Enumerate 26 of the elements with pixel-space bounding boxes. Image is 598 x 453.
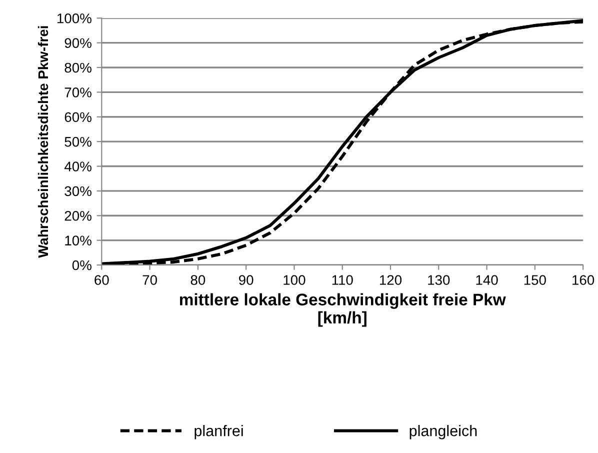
- y-tick-label: 30%: [64, 186, 92, 196]
- x-tick-label: 120: [380, 275, 402, 285]
- x-tick-label: 80: [190, 275, 206, 285]
- x-tick-label: 130: [428, 275, 450, 285]
- legend-label: planfrei: [194, 425, 243, 440]
- x-axis-title: mittlere lokale Geschwindigkeit freie Pkw [km/h]: [180, 293, 506, 327]
- x-tick-label: 110: [332, 275, 353, 285]
- x-tick-label: 140: [476, 275, 498, 285]
- x-tick-label: 150: [524, 275, 546, 285]
- x-tick-label: 60: [94, 275, 109, 285]
- y-tick-label: 20%: [64, 210, 92, 221]
- y-tick-label: 80%: [64, 62, 92, 73]
- x-tick-label: 90: [239, 275, 254, 285]
- x-tick-label: 70: [142, 275, 157, 285]
- y-tick-label: 60%: [64, 112, 92, 122]
- y-tick-label: 50%: [64, 136, 92, 147]
- x-tick-label: 160: [572, 275, 594, 285]
- y-tick-label: 90%: [64, 38, 92, 48]
- y-tick-label: 10%: [65, 236, 92, 246]
- x-tick-label: 100: [284, 275, 306, 285]
- y-tick-label: 70%: [64, 88, 92, 98]
- legend-label: plangleich: [410, 425, 477, 440]
- y-tick-label: 40%: [64, 162, 92, 172]
- y-tick-label: 100%: [57, 13, 92, 24]
- y-tick-label: 0%: [72, 260, 92, 270]
- y-axis-title: Wahrscheinlichkeitsdichte Pkw-frei: [38, 26, 48, 258]
